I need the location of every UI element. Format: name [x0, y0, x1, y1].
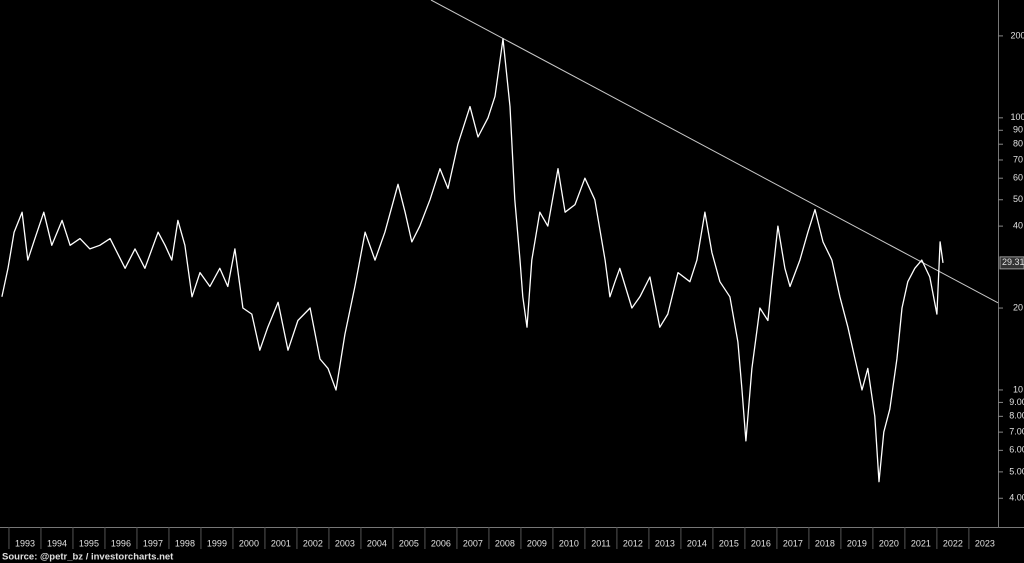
- x-tick-label: 2023: [975, 538, 995, 548]
- last-value-label: 29.31: [1002, 257, 1024, 267]
- last-value-box: [999, 256, 1024, 270]
- x-tick-label: 2016: [751, 538, 771, 548]
- x-tick-label: 2005: [399, 538, 419, 548]
- y-tick-label: 100: [1010, 112, 1024, 122]
- x-tick-label: 1995: [79, 538, 99, 548]
- x-tick-label: 2009: [527, 538, 547, 548]
- y-tick-label: 5.00: [1009, 466, 1024, 476]
- x-tick-label: 1997: [143, 538, 163, 548]
- x-tick-label: 1999: [207, 538, 227, 548]
- y-tick-label: 40: [1013, 220, 1023, 230]
- x-tick-label: 2007: [463, 538, 483, 548]
- y-tick-label: 50: [1013, 194, 1023, 204]
- y-tick-label: 8.00: [1009, 411, 1024, 421]
- x-tick-label: 2019: [847, 538, 867, 548]
- x-tick-label: 2018: [815, 538, 835, 548]
- x-tick-label: 1996: [111, 538, 131, 548]
- x-tick-label: 2006: [431, 538, 451, 548]
- x-tick-label: 1993: [15, 538, 35, 548]
- x-tick-label: 2010: [559, 538, 579, 548]
- x-tick-label: 2008: [495, 538, 515, 548]
- y-tick-label: 80: [1013, 139, 1023, 149]
- y-tick-label: 200: [1010, 30, 1024, 40]
- x-tick-label: 1994: [47, 538, 67, 548]
- y-tick-label: 60: [1013, 173, 1023, 183]
- y-tick-label: 10: [1013, 384, 1023, 394]
- y-tick-label: 9.00: [1009, 397, 1024, 407]
- x-tick-label: 1998: [175, 538, 195, 548]
- y-tick-label: 70: [1013, 154, 1023, 164]
- x-tick-label: 2003: [335, 538, 355, 548]
- x-tick-label: 2020: [879, 538, 899, 548]
- source: Source: @petr_bz / investorcharts.net: [2, 552, 174, 563]
- x-tick-label: 2002: [303, 538, 323, 548]
- y-tick-label: 4.00: [1009, 493, 1024, 503]
- y-tick-label: 7.00: [1009, 426, 1024, 436]
- x-tick-label: 2021: [911, 538, 931, 548]
- y-tick-label: 6.00: [1009, 445, 1024, 455]
- y-tick-label: 90: [1013, 125, 1023, 135]
- x-tick-label: 2001: [271, 538, 291, 548]
- x-tick-label: 2017: [783, 538, 803, 548]
- x-tick-label: 2014: [687, 538, 707, 548]
- trendline: [430, 0, 999, 304]
- x-tick-label: 2015: [719, 538, 739, 548]
- x-tick-label: 2012: [623, 538, 643, 548]
- x-tick-label: 2000: [239, 538, 259, 548]
- y-tick-label: 20: [1013, 302, 1023, 312]
- price-line: [1, 38, 944, 483]
- x-tick-label: 2011: [591, 538, 610, 548]
- x-tick-label: 2022: [943, 538, 963, 548]
- x-tick-label: 2013: [655, 538, 675, 548]
- x-tick-label: 2004: [367, 538, 387, 548]
